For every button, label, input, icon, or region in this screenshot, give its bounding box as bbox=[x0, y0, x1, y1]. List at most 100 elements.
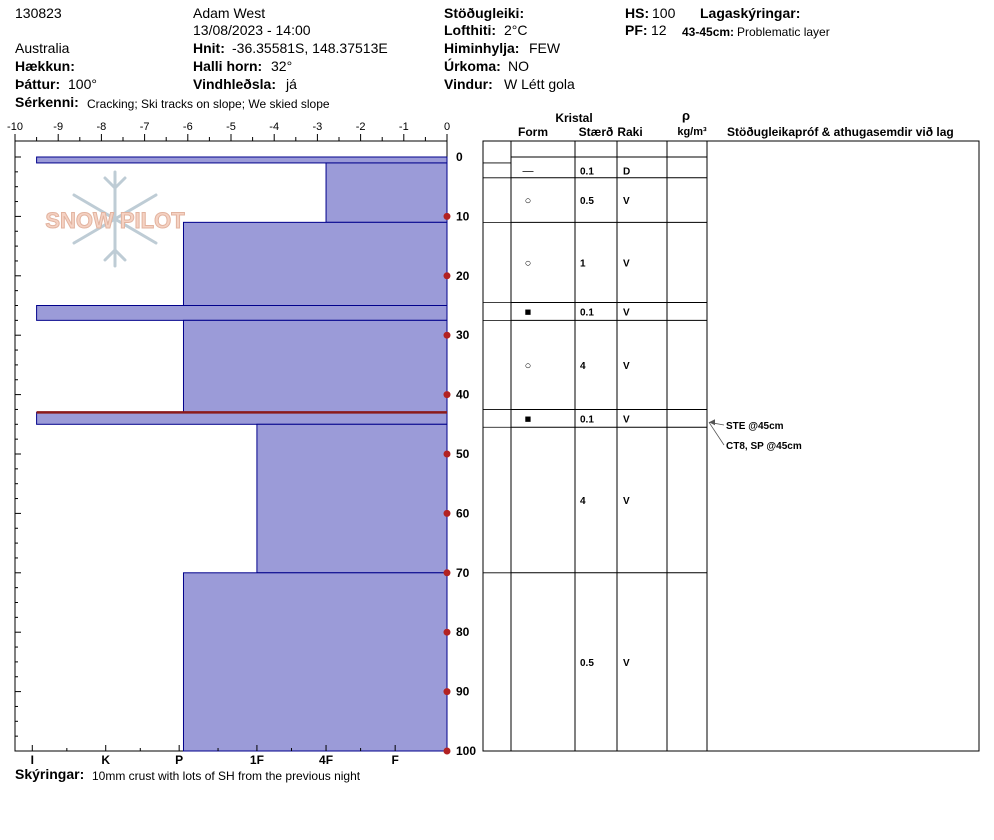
location: Australia bbox=[15, 40, 70, 56]
size-header: Stærð bbox=[579, 125, 614, 139]
wind-loading-label: Vindhleðsla: bbox=[193, 76, 276, 92]
row-form: ○ bbox=[525, 257, 532, 269]
depth-marker bbox=[443, 569, 451, 577]
test-leader bbox=[708, 422, 725, 446]
coords-value: -36.35581S, 148.37513E bbox=[232, 40, 388, 56]
top-tick-label: -6 bbox=[183, 121, 193, 133]
row-size: 0.1 bbox=[580, 307, 594, 318]
row-form: ○ bbox=[525, 360, 532, 372]
air-temp-value: 2°C bbox=[504, 22, 528, 38]
depth-tick-label: 70 bbox=[456, 566, 470, 580]
hardness-tick-label: K bbox=[101, 753, 110, 767]
depth-tick-label: 20 bbox=[456, 269, 470, 283]
test-label: STE @45cm bbox=[726, 421, 784, 432]
layer-table-frame bbox=[482, 140, 980, 752]
row-moisture: D bbox=[623, 166, 630, 177]
aspect-label: Þáttur: bbox=[15, 76, 61, 92]
depth-tick-label: 90 bbox=[456, 685, 470, 699]
top-tick-label: -7 bbox=[140, 121, 150, 133]
wind-loading-value: já bbox=[286, 76, 297, 92]
precip-label: Úrkoma: bbox=[444, 58, 501, 74]
layer-bar-4 bbox=[182, 319, 448, 413]
hardness-tick-label: 1F bbox=[250, 753, 264, 767]
row-moisture: V bbox=[623, 307, 630, 318]
row-size: 0.1 bbox=[580, 166, 594, 177]
top-tick-label: -2 bbox=[356, 121, 366, 133]
hardness-tick-label: P bbox=[175, 753, 183, 767]
hardness-tick-label: I bbox=[31, 753, 34, 767]
depth-tick-label: 60 bbox=[456, 506, 470, 520]
depth-marker bbox=[443, 688, 451, 696]
row-size: 4 bbox=[580, 496, 586, 507]
depth-marker bbox=[443, 747, 451, 755]
depth-tick-label: 0 bbox=[456, 150, 463, 164]
test-arrow-icon bbox=[709, 419, 715, 426]
snowflake-icon bbox=[72, 170, 158, 268]
watermark-text: SNOW PILOT bbox=[45, 208, 185, 233]
slope-label: Halli horn: bbox=[193, 58, 263, 74]
density-header: ρ bbox=[682, 108, 690, 123]
top-tick-label: -3 bbox=[313, 121, 323, 133]
form-header: Form bbox=[518, 125, 548, 139]
row-moisture: V bbox=[623, 496, 630, 507]
layer-table-rows: — 0.1 D ○ 0.5 V ○ 1 V ■ 0.1 V ○ 4 V ■ 0.1 V 4 V 0.5 V bbox=[483, 162, 707, 669]
elevation-label: Hækkun: bbox=[15, 58, 75, 74]
depth-tick-label: 80 bbox=[456, 625, 470, 639]
datetime: 13/08/2023 - 14:00 bbox=[193, 22, 311, 38]
notes-value: 10mm crust with lots of SH from the prev… bbox=[92, 769, 361, 783]
row-moisture: V bbox=[623, 414, 630, 425]
stability-label: Stöðugleiki: bbox=[444, 5, 525, 21]
row-moisture: V bbox=[623, 361, 630, 372]
hardness-axis: I K P 1F 4F F bbox=[15, 156, 399, 767]
row-form: ■ bbox=[525, 413, 532, 425]
layer-bar-6 bbox=[256, 423, 448, 574]
profile-id: 130823 bbox=[15, 5, 62, 21]
layer-notes-label: Lagaskýringar: bbox=[700, 5, 801, 21]
row-size: 1 bbox=[580, 258, 586, 269]
snowpilot-watermark: SNOW PILOT bbox=[45, 170, 186, 268]
top-tick-label: -4 bbox=[269, 121, 279, 133]
precip-value: NO bbox=[508, 58, 529, 74]
pf-label: PF: bbox=[625, 22, 648, 38]
wind-label: Vindur: bbox=[444, 76, 493, 92]
row-size: 0.1 bbox=[580, 414, 594, 425]
coords-label: Hnit: bbox=[193, 40, 225, 56]
crystal-header: Kristal bbox=[555, 111, 592, 125]
stability-tests: STE @45cm CT8, SP @45cm bbox=[708, 419, 802, 452]
test-label: CT8, SP @45cm bbox=[726, 441, 802, 452]
layer-note-text: Problematic layer bbox=[737, 25, 830, 39]
row-size: 4 bbox=[580, 361, 586, 372]
features-value: Cracking; Ski tracks on slope; We skied … bbox=[87, 97, 330, 111]
depth-axis: 0 10 20 30 40 50 60 70 80 90 100 bbox=[443, 150, 476, 758]
air-temp-label: Lofthiti: bbox=[444, 22, 497, 38]
density-unit: kg/m³ bbox=[677, 126, 707, 138]
top-tick-label: -8 bbox=[97, 121, 107, 133]
tests-header: Stöðugleikapróf & athugasemdir við lag bbox=[727, 125, 954, 139]
aspect-value: 100° bbox=[68, 76, 97, 92]
row-moisture: V bbox=[623, 196, 630, 207]
top-tick-label: -9 bbox=[53, 121, 63, 133]
depth-marker bbox=[443, 450, 451, 458]
layer-bar-2 bbox=[182, 221, 448, 306]
sky-value: FEW bbox=[529, 40, 561, 56]
hs-value: 100 bbox=[652, 5, 676, 21]
depth-marker bbox=[443, 509, 451, 517]
depth-marker bbox=[443, 212, 451, 220]
top-tick-label: -1 bbox=[399, 121, 409, 133]
depth-marker bbox=[443, 272, 451, 280]
depth-tick-label: 100 bbox=[456, 744, 476, 758]
row-moisture: V bbox=[623, 658, 630, 669]
depth-marker bbox=[443, 391, 451, 399]
row-form: — bbox=[523, 165, 534, 177]
slope-value: 32° bbox=[271, 58, 293, 74]
depth-tick-label: 30 bbox=[456, 328, 470, 342]
row-moisture: V bbox=[623, 258, 630, 269]
hardness-tick-label: F bbox=[391, 753, 398, 767]
layer-bar-1 bbox=[325, 162, 448, 223]
layer-bar-7 bbox=[182, 572, 448, 752]
features-label: Sérkenni: bbox=[15, 94, 79, 110]
top-axis: -10 -9 -8 -7 -6 -5 -4 -3 -2 -1 0 bbox=[7, 121, 450, 142]
hs-label: HS: bbox=[625, 5, 650, 21]
sky-label: Himinhylja: bbox=[444, 40, 520, 56]
